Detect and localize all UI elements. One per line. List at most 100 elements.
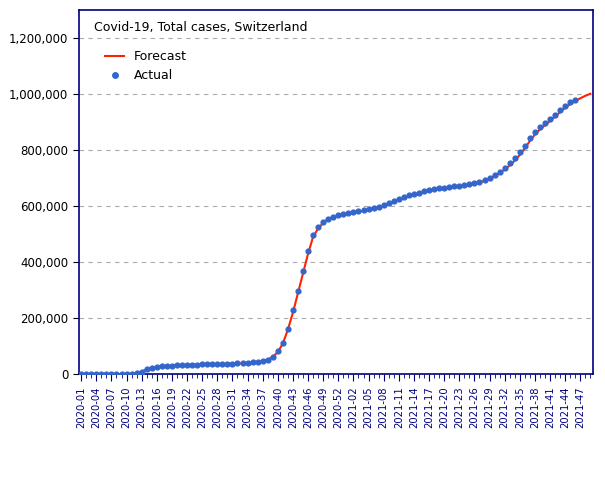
Actual	[495, 168, 505, 175]
Actual	[485, 174, 494, 181]
Line: Forecast: Forecast	[81, 94, 590, 374]
Actual	[111, 371, 121, 378]
Actual	[248, 359, 258, 366]
Actual	[480, 176, 489, 184]
Actual	[288, 307, 298, 314]
Actual	[208, 360, 217, 368]
Actual	[313, 224, 323, 231]
Actual	[540, 120, 550, 127]
Actual	[303, 248, 313, 255]
Forecast	[587, 91, 594, 96]
Actual	[172, 361, 182, 369]
Actual	[218, 360, 227, 368]
Actual	[409, 190, 419, 198]
Actual	[81, 371, 91, 378]
Actual	[122, 371, 131, 378]
Actual	[364, 205, 373, 213]
Actual	[535, 123, 545, 131]
Actual	[223, 360, 232, 368]
Actual	[500, 164, 509, 172]
Actual	[202, 360, 212, 368]
Actual	[324, 215, 333, 223]
Actual	[97, 371, 106, 378]
Actual	[379, 201, 388, 209]
Actual	[419, 187, 429, 195]
Actual	[268, 353, 278, 361]
Actual	[333, 212, 343, 219]
Forecast	[189, 362, 196, 368]
Actual	[490, 171, 500, 179]
Actual	[394, 195, 404, 203]
Actual	[233, 360, 243, 367]
Actual	[348, 209, 358, 216]
Actual	[399, 193, 409, 201]
Actual	[188, 361, 197, 369]
Actual	[389, 197, 399, 205]
Actual	[167, 362, 177, 370]
Actual	[460, 181, 469, 189]
Actual	[469, 180, 479, 187]
Actual	[253, 358, 263, 366]
Actual	[329, 213, 338, 220]
Forecast	[77, 372, 85, 377]
Forecast	[436, 186, 443, 192]
Forecast	[516, 152, 523, 158]
Actual	[318, 218, 328, 226]
Actual	[91, 371, 101, 378]
Actual	[359, 206, 368, 214]
Actual	[530, 128, 540, 136]
Actual	[339, 211, 348, 218]
Actual	[212, 360, 222, 368]
Actual	[197, 360, 207, 368]
Actual	[227, 360, 237, 367]
Actual	[505, 159, 514, 167]
Actual	[263, 356, 273, 363]
Actual	[76, 371, 86, 378]
Actual	[192, 361, 202, 369]
Actual	[450, 182, 459, 190]
Actual	[273, 348, 283, 355]
Actual	[147, 364, 157, 372]
Actual	[106, 371, 116, 378]
Legend: Forecast, Actual: Forecast, Actual	[100, 45, 192, 87]
Actual	[571, 96, 580, 104]
Actual	[182, 361, 192, 369]
Actual	[258, 358, 267, 365]
Actual	[142, 365, 151, 373]
Actual	[157, 362, 167, 370]
Actual	[309, 231, 318, 239]
Text: Covid-19, Total cases, Switzerland: Covid-19, Total cases, Switzerland	[94, 21, 307, 34]
Actual	[293, 287, 303, 295]
Forecast	[173, 362, 180, 368]
Actual	[152, 363, 162, 371]
Actual	[510, 155, 520, 162]
Actual	[87, 371, 96, 378]
Actual	[162, 362, 172, 370]
Actual	[424, 186, 434, 194]
Forecast	[310, 234, 317, 240]
Actual	[132, 369, 142, 377]
Actual	[430, 185, 439, 193]
Actual	[551, 111, 560, 119]
Actual	[117, 371, 126, 378]
Actual	[439, 184, 449, 192]
Actual	[137, 368, 146, 375]
Actual	[353, 207, 363, 215]
Forecast	[476, 180, 483, 185]
Actual	[344, 209, 353, 217]
Actual	[434, 184, 444, 192]
Actual	[369, 204, 379, 212]
Actual	[243, 359, 252, 367]
Actual	[525, 134, 535, 142]
Actual	[384, 199, 394, 207]
Actual	[404, 192, 414, 199]
Actual	[545, 115, 555, 123]
Actual	[102, 371, 111, 378]
Actual	[177, 361, 187, 369]
Actual	[414, 189, 424, 196]
Actual	[298, 267, 308, 275]
Actual	[520, 142, 530, 150]
Actual	[515, 149, 525, 156]
Actual	[278, 339, 288, 347]
Actual	[465, 180, 474, 188]
